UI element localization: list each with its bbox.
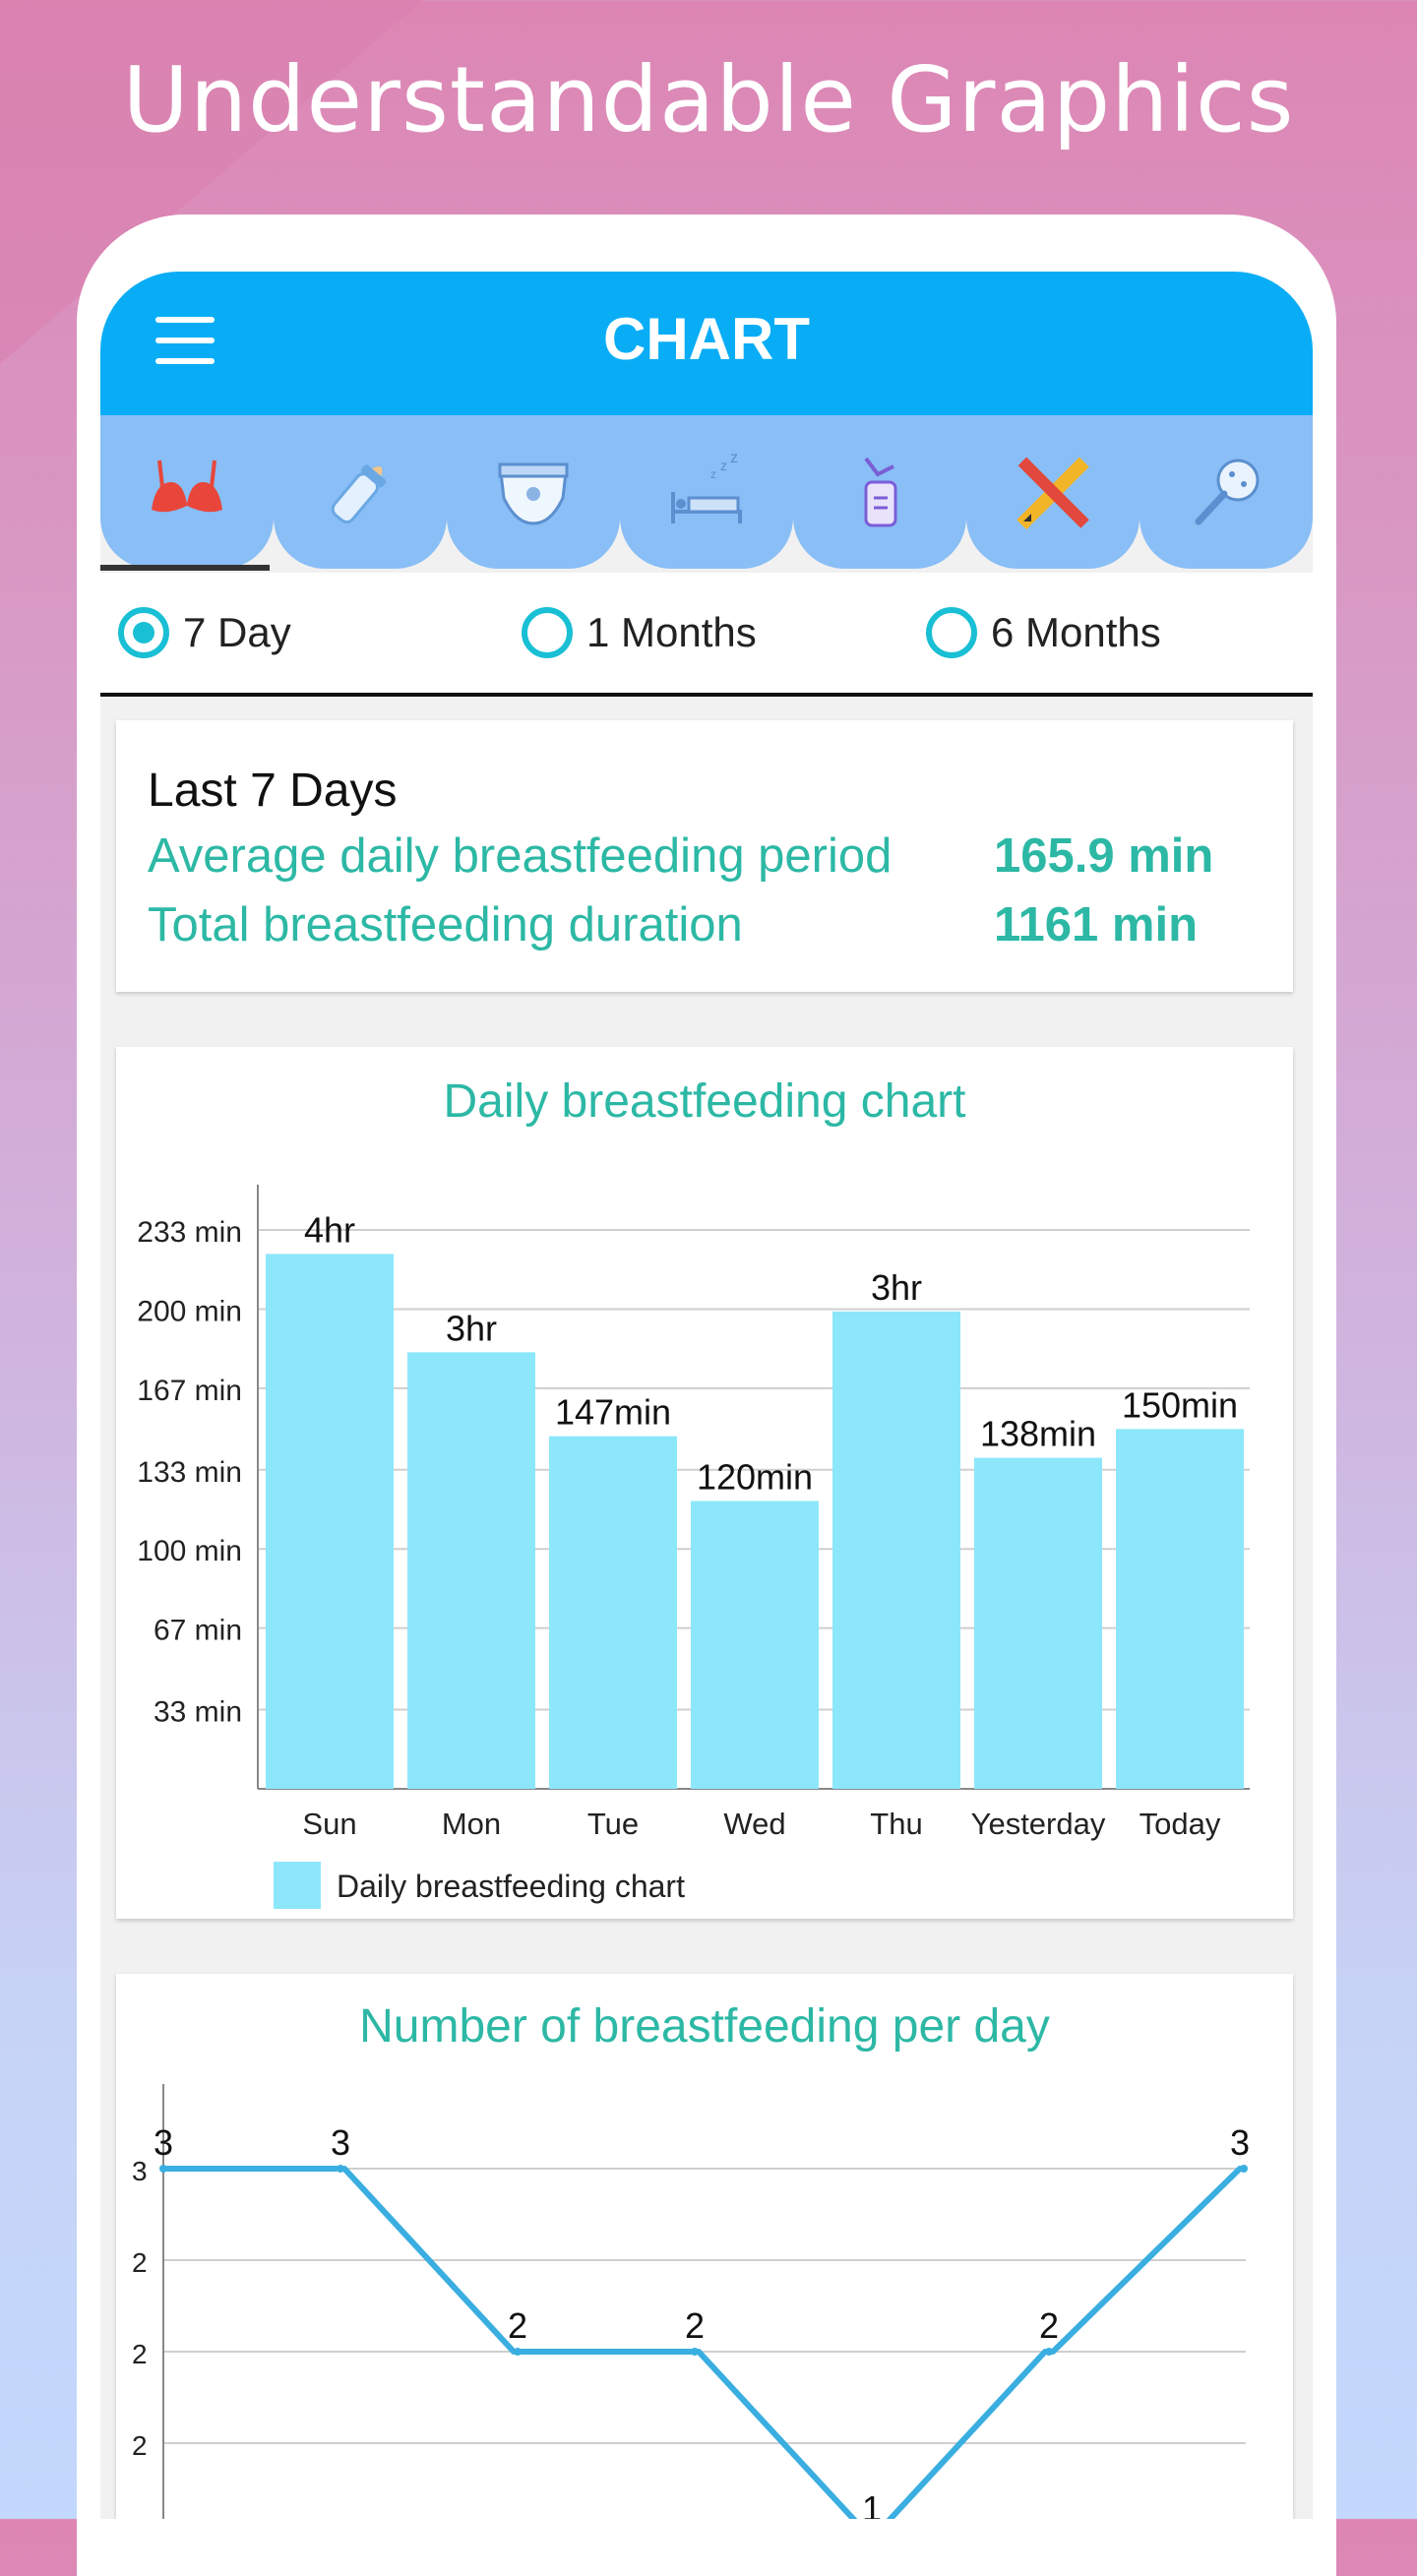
- summary-card: Last 7 Days Average daily breastfeeding …: [116, 720, 1293, 992]
- baby-bottle-icon: [321, 453, 400, 531]
- daily-duration-bar-chart: 33 min 67 min 100 min 133 min 167 min 200 min…: [116, 1047, 1293, 1919]
- tab-toys[interactable]: [1140, 415, 1313, 569]
- point-data-label: 3: [331, 2122, 350, 2163]
- rattle-icon: [1187, 453, 1265, 531]
- line-segment: [699, 2352, 868, 2519]
- y-tick-label: 33 min: [154, 1696, 242, 1729]
- radio-unselected-icon[interactable]: [926, 607, 977, 658]
- average-label: Average daily breastfeeding period: [148, 829, 892, 883]
- bar-data-label: 138min: [980, 1414, 1096, 1454]
- x-tick-label: Sun: [302, 1807, 356, 1841]
- bra-icon: [148, 453, 226, 531]
- tab-diaper[interactable]: [447, 415, 620, 569]
- x-tick-label: Today: [1140, 1807, 1221, 1841]
- summary-heading: Last 7 Days: [148, 764, 397, 818]
- total-label: Total breastfeeding duration: [148, 898, 743, 951]
- bar: [974, 1458, 1102, 1789]
- bar: [1116, 1429, 1244, 1789]
- y-tick-label: 200 min: [137, 1295, 242, 1327]
- point-data-label: 2: [1039, 2305, 1059, 2346]
- total-row: Total breastfeeding duration 1161 min: [148, 897, 1260, 952]
- line-point: [691, 2348, 699, 2356]
- period-option-1-month[interactable]: 1 Months: [522, 600, 757, 665]
- bar-data-label: 4hr: [304, 1209, 355, 1250]
- svg-text:z: z: [720, 458, 727, 473]
- tab-bottle[interactable]: [274, 415, 447, 569]
- period-option-6-months[interactable]: 6 Months: [926, 600, 1161, 665]
- line-point: [1240, 2165, 1248, 2173]
- y-tick-label: 233 min: [137, 1216, 242, 1249]
- diaper-icon: [494, 453, 573, 531]
- daily-duration-chart-card: Daily breastfeeding chart 33 min 67 min 10…: [116, 1047, 1293, 1919]
- svg-text:z: z: [710, 467, 716, 481]
- point-data-label: 1: [862, 2488, 882, 2519]
- average-row: Average daily breastfeeding period 165.9…: [148, 828, 1260, 884]
- bar-data-label: 120min: [697, 1456, 813, 1497]
- svg-text:z: z: [730, 453, 738, 466]
- app-screen: CHART: [100, 272, 1313, 2519]
- y-tick-label: 67 min: [154, 1615, 242, 1647]
- bar-data-label: 3hr: [446, 1308, 497, 1348]
- line-point: [514, 2348, 522, 2356]
- x-tick-label: Thu: [870, 1807, 922, 1841]
- y-tick-label: 3: [132, 2156, 148, 2186]
- bar: [407, 1352, 535, 1789]
- average-value: 165.9 min: [994, 828, 1213, 884]
- ruler-pencil-icon: [1014, 453, 1092, 531]
- total-value: 1161 min: [994, 897, 1198, 952]
- point-data-label: 3: [154, 2122, 173, 2163]
- y-tick-label: 167 min: [137, 1375, 242, 1407]
- bar: [691, 1501, 819, 1789]
- app-bar: CHART: [100, 272, 1313, 417]
- y-tick-label: 2: [132, 2430, 148, 2461]
- bar: [266, 1254, 394, 1789]
- y-tick-label: 100 min: [137, 1535, 242, 1567]
- x-tick-label: Tue: [587, 1807, 639, 1841]
- x-tick-label: Mon: [442, 1807, 501, 1841]
- bar-data-label: 147min: [555, 1392, 671, 1433]
- period-selector: 7 Day 1 Months 6 Months: [100, 573, 1313, 697]
- tab-pump[interactable]: [793, 415, 966, 569]
- promo-headline: Understandable Graphics: [0, 47, 1417, 153]
- x-tick-label: Yesterday: [971, 1807, 1106, 1841]
- y-tick-label: 2: [132, 2339, 148, 2369]
- legend-swatch: [274, 1862, 321, 1909]
- x-tick-label: Wed: [723, 1807, 785, 1841]
- tab-breastfeeding[interactable]: [100, 415, 274, 569]
- bar: [549, 1437, 677, 1789]
- page-title: CHART: [100, 305, 1313, 373]
- period-option-7-day[interactable]: 7 Day: [118, 600, 291, 665]
- tab-sleep[interactable]: z z z: [620, 415, 793, 569]
- breast-pump-icon: [840, 453, 919, 531]
- radio-selected-icon[interactable]: [118, 607, 169, 658]
- point-data-label: 3: [1230, 2122, 1250, 2163]
- bar-data-label: 3hr: [871, 1267, 922, 1308]
- active-tab-indicator: [100, 565, 270, 571]
- line-segment: [876, 2352, 1045, 2519]
- line-point: [337, 2165, 344, 2173]
- legend-label: Daily breastfeeding chart: [337, 1869, 685, 1904]
- point-data-label: 2: [508, 2305, 527, 2346]
- radio-unselected-icon[interactable]: [522, 607, 573, 658]
- bar-data-label: 150min: [1122, 1384, 1238, 1425]
- line-point: [159, 2165, 167, 2173]
- sleep-bed-icon: z z z: [667, 453, 746, 531]
- y-tick-label: 133 min: [137, 1456, 242, 1489]
- y-tick-label: 2: [132, 2247, 148, 2278]
- tab-growth[interactable]: [966, 415, 1140, 569]
- bar: [832, 1312, 960, 1789]
- point-data-label: 2: [685, 2305, 705, 2346]
- line-point: [1045, 2348, 1053, 2356]
- category-tabs: z z z: [100, 415, 1313, 573]
